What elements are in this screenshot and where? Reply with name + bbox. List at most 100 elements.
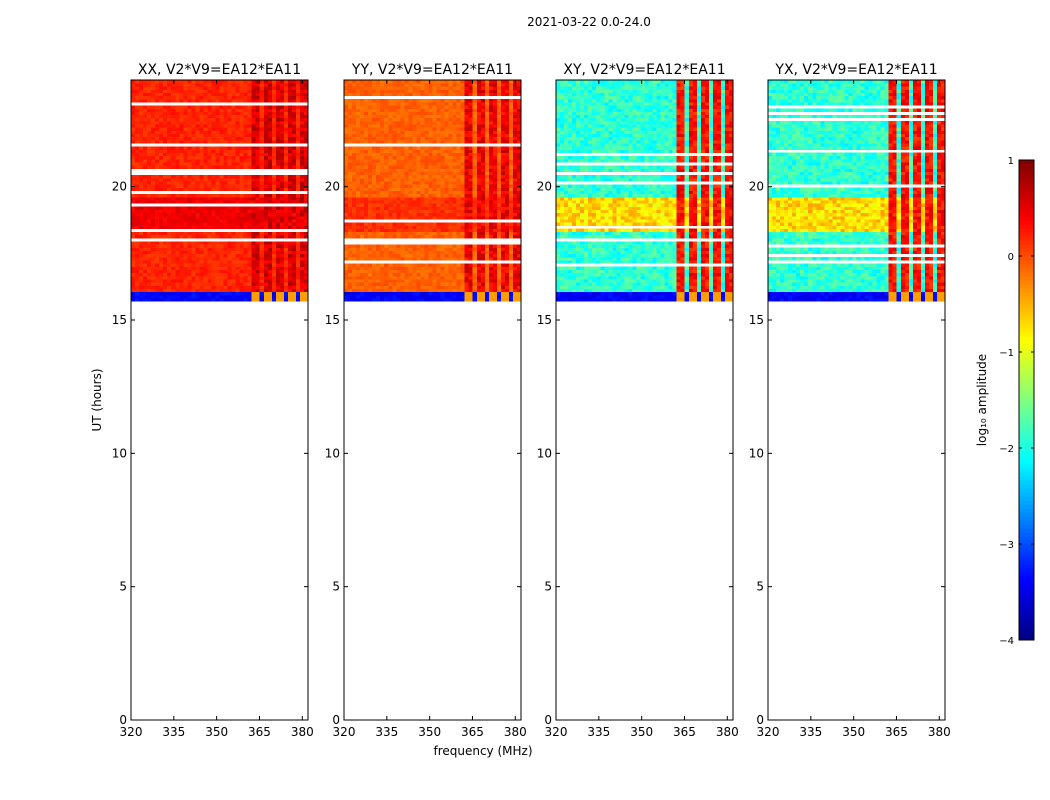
heatmap-cell (183, 149, 188, 154)
heatmap-cell (235, 130, 241, 135)
heatmap-cell (372, 174, 377, 179)
heatmap-cell (247, 133, 253, 138)
heatmap-cell (352, 272, 357, 277)
heatmap-cell (263, 140, 269, 144)
heatmap-cell (183, 92, 188, 97)
heatmap-cell (504, 159, 510, 163)
heatmap-cell (215, 247, 220, 252)
heatmap-cell (175, 247, 180, 252)
heatmap-cell (464, 282, 470, 286)
heatmap-cell (303, 159, 309, 163)
heatmap-cell (504, 127, 510, 131)
heatmap-cell (484, 266, 490, 271)
heatmap-cell (484, 140, 490, 144)
heatmap-cell (295, 231, 301, 236)
heatmap-cell (275, 260, 281, 264)
heatmap-cell (440, 263, 445, 267)
heatmap-cell (295, 117, 301, 122)
heatmap-cell (299, 98, 305, 103)
heatmap-cell (235, 146, 241, 150)
heatmap-cell (155, 124, 160, 128)
heatmap-cell (155, 260, 160, 264)
heatmap-cell (239, 200, 245, 204)
heatmap-cell (275, 222, 281, 226)
heatmap-cell (147, 114, 152, 119)
heatmap-cell (416, 162, 421, 166)
heatmap-cell (360, 288, 365, 293)
heatmap-cell (303, 149, 309, 154)
heatmap-cell (151, 285, 156, 289)
heatmap-cell (496, 155, 502, 160)
heatmap-cell (135, 89, 140, 93)
heatmap-cell (227, 86, 232, 90)
heatmap-cell (167, 244, 172, 248)
heatmap-cell (408, 244, 413, 248)
heatmap-cell (247, 234, 253, 239)
heatmap-cell (400, 203, 405, 207)
heatmap-cell (420, 228, 425, 233)
heatmap-cell (384, 253, 389, 258)
heatmap-cell (420, 152, 425, 157)
heatmap-cell (215, 285, 220, 289)
heatmap-cell (416, 250, 421, 255)
heatmap-cell (476, 200, 482, 204)
heatmap-cell (480, 165, 486, 169)
heatmap-cell (203, 209, 208, 214)
heatmap-cell (259, 260, 265, 264)
heatmap-cell (267, 105, 273, 109)
heatmap-cell (468, 212, 474, 217)
heatmap-cell (424, 133, 429, 138)
heatmap-cell (191, 222, 196, 226)
heatmap-cell (199, 149, 204, 154)
heatmap-cell (364, 124, 369, 128)
heatmap-cell (171, 285, 176, 289)
heatmap-cell (235, 253, 241, 258)
heatmap-cell (259, 89, 265, 93)
heatmap-cell (139, 219, 144, 223)
heatmap-cell (388, 152, 393, 157)
heatmap-cell (231, 95, 236, 100)
heatmap-cell (227, 181, 232, 185)
heatmap-cell (504, 234, 510, 239)
heatmap-cell (199, 231, 204, 236)
heatmap-cell (231, 127, 236, 131)
heatmap-cell (183, 253, 188, 258)
heatmap-cell (488, 187, 494, 191)
heatmap-cell (412, 279, 417, 283)
heatmap-cell (408, 187, 413, 191)
heatmap-cell (352, 178, 357, 182)
heatmap-cell (259, 200, 265, 204)
heatmap-cell (472, 276, 478, 280)
heatmap-cell (348, 288, 353, 293)
heatmap-cell (211, 234, 216, 239)
heatmap-cell (247, 222, 253, 226)
heatmap-cell (348, 272, 353, 277)
heatmap-cell (167, 266, 172, 271)
heatmap-cell (239, 89, 245, 93)
heatmap-cell (251, 92, 257, 97)
heatmap-cell (147, 272, 152, 277)
heatmap-cell (135, 80, 140, 84)
heatmap-cell (299, 231, 305, 236)
heatmap-cell (472, 212, 478, 217)
heatmap-cell (287, 257, 293, 261)
heatmap-cell (516, 159, 522, 163)
heatmap-cell (163, 117, 168, 122)
heatmap-cell (364, 285, 369, 289)
heatmap-cell (408, 184, 413, 188)
heatmap-cell (444, 272, 449, 277)
heatmap-cell (283, 193, 289, 198)
heatmap-cell (187, 108, 192, 112)
heatmap-cell (352, 130, 357, 135)
heatmap-cell (239, 174, 245, 179)
heatmap-cell (235, 98, 241, 103)
heatmap-cell (436, 212, 441, 217)
heatmap-cell (388, 159, 393, 163)
heatmap-cell (131, 95, 136, 100)
heatmap-cell (448, 225, 454, 229)
heatmap-cell (219, 152, 224, 157)
heatmap-cell (131, 288, 136, 293)
heatmap-cell (167, 149, 172, 154)
heatmap-cell (135, 136, 140, 141)
